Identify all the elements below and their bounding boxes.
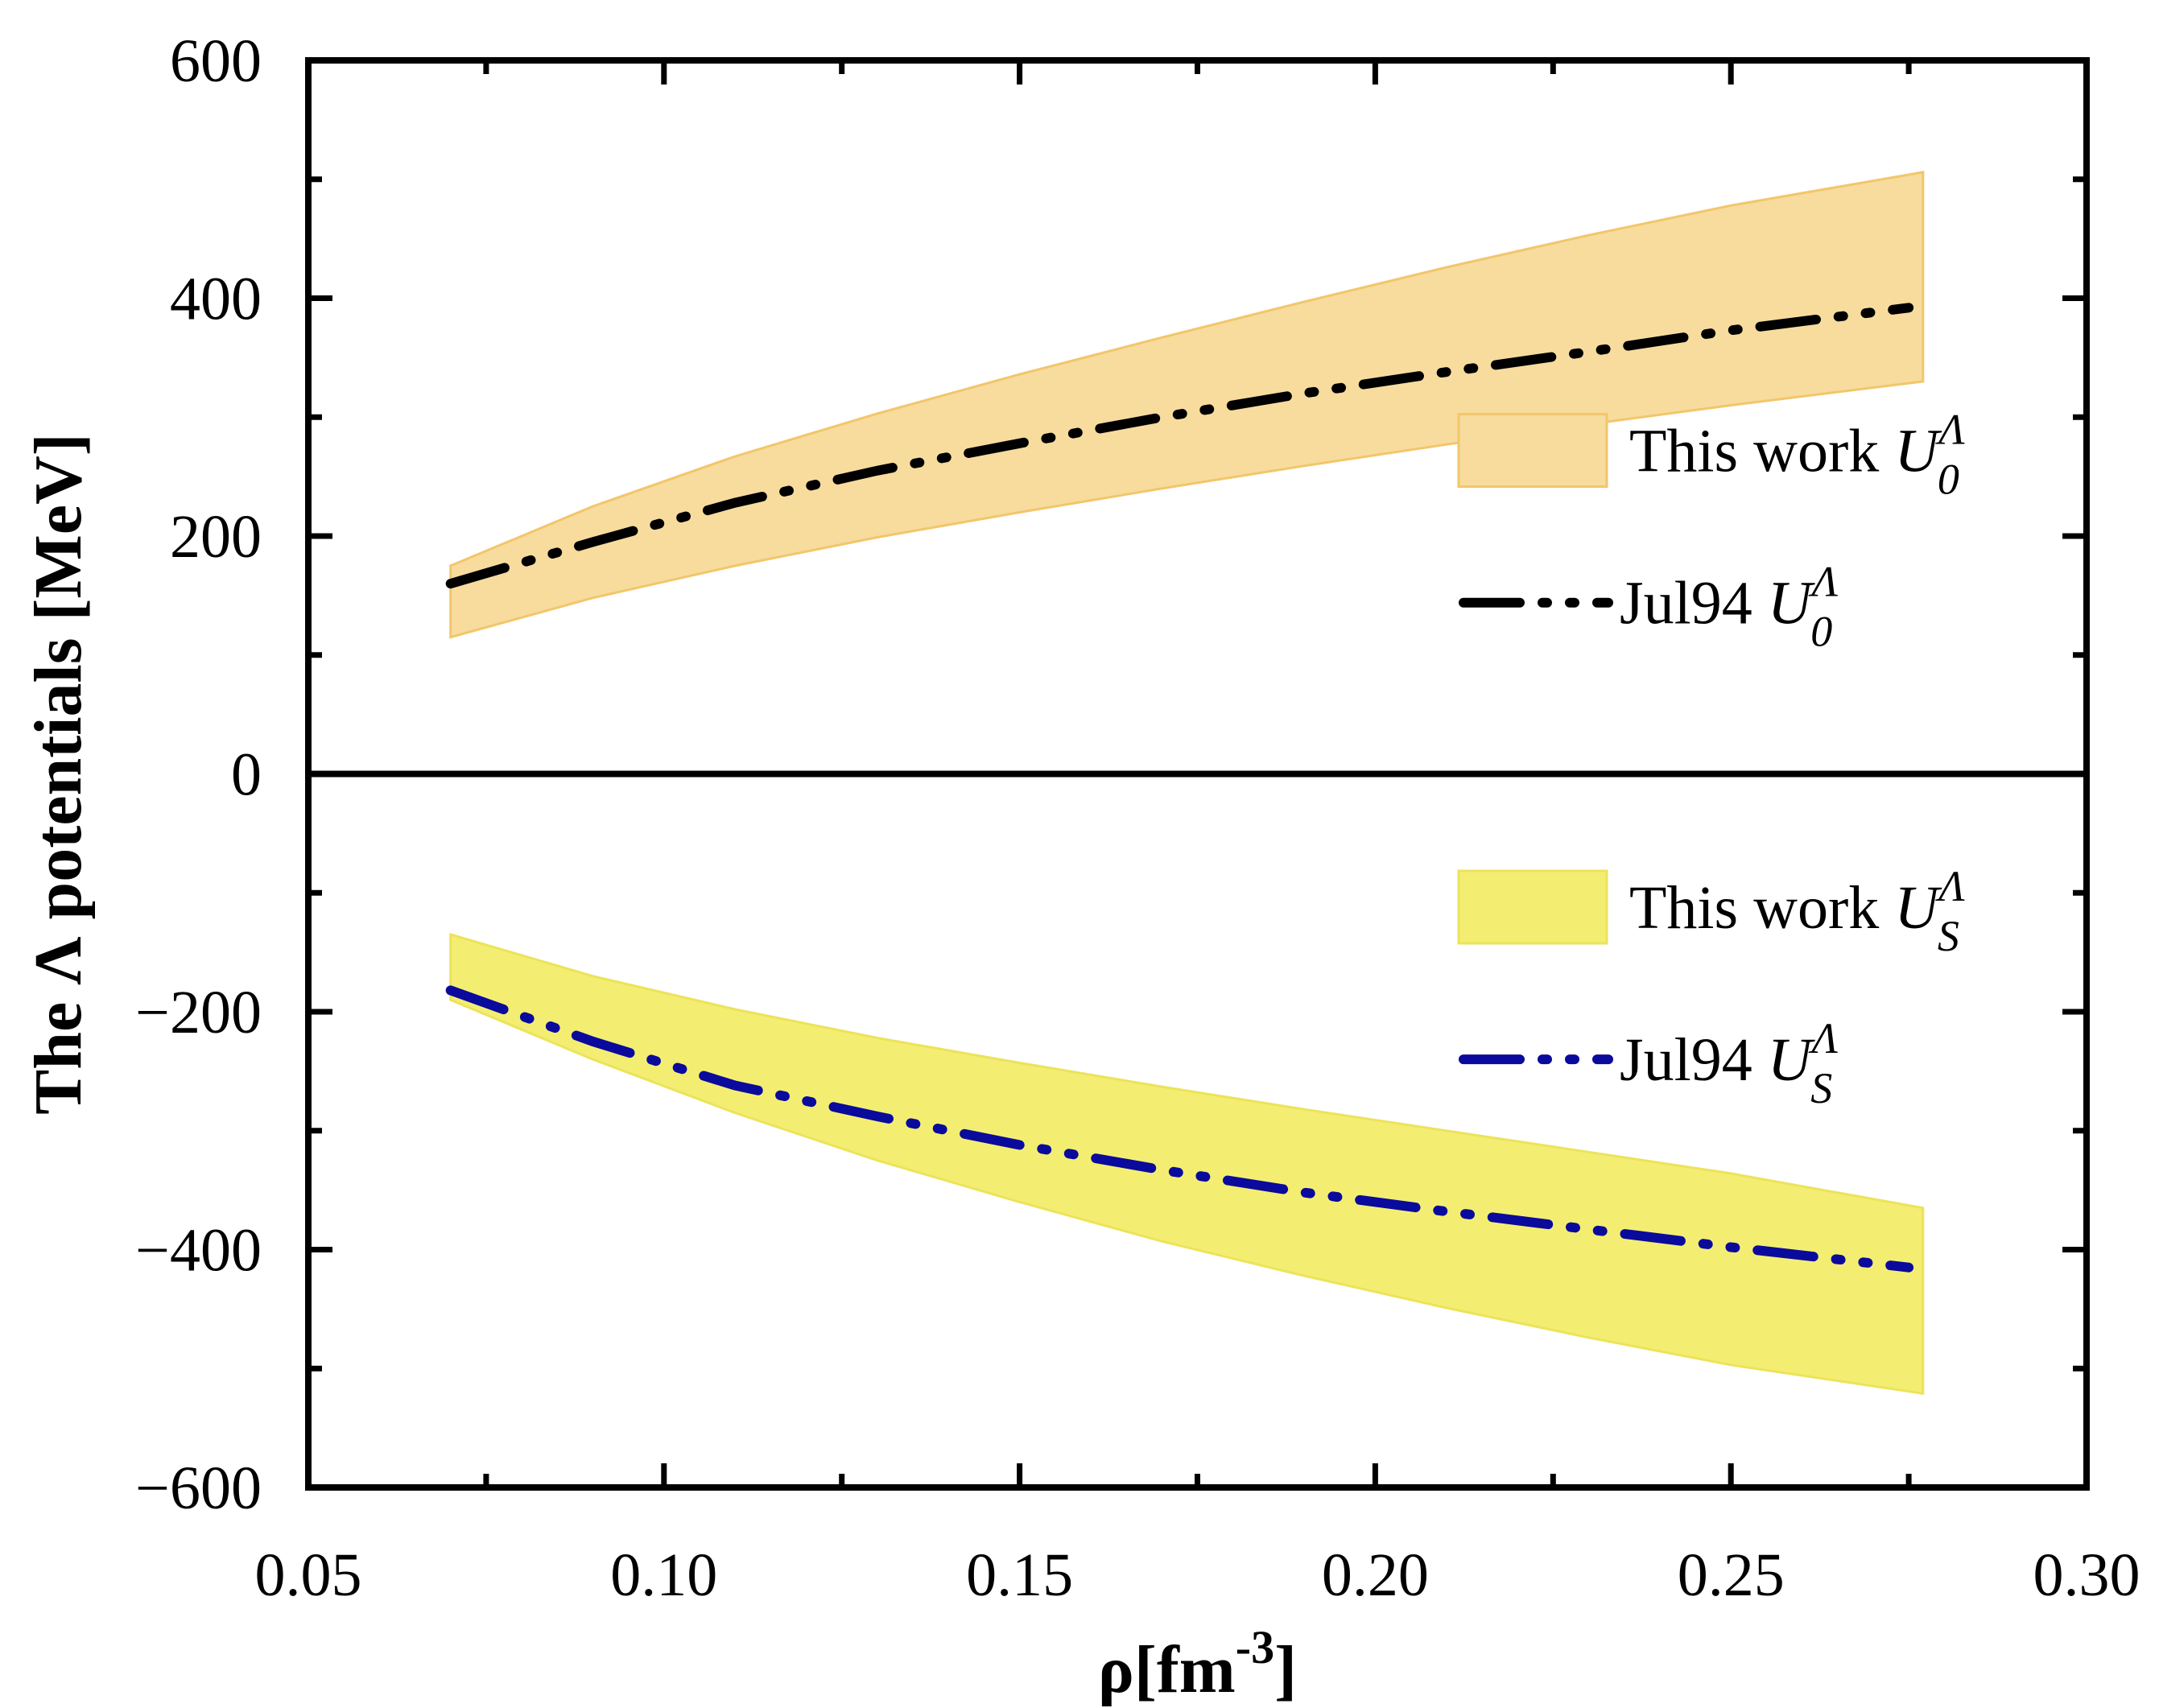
y-tick-label: −400	[135, 1217, 262, 1285]
axis-ticks	[305, 57, 2090, 1491]
legend-label: Jul94 UΛ 0	[1620, 558, 1839, 656]
y-tick-labels: −600 −400 −200 0 200 400 600	[135, 27, 262, 1522]
x-axis-title: ρ[fm-3]	[1098, 1621, 1297, 1707]
y-tick-label: 400	[170, 266, 262, 333]
x-tick-labels: 0.05 0.10 0.15 0.20 0.25 0.30	[255, 1541, 2140, 1609]
legend-label: Jul94 UΛ S	[1620, 1014, 1839, 1112]
x-tick-label: 0.20	[1322, 1541, 1429, 1609]
y-tick-label: 0	[231, 741, 262, 809]
legend-swatch-band	[1457, 869, 1608, 945]
plot-lines	[445, 303, 1914, 1273]
y-tick-label: 200	[170, 503, 262, 571]
line-jul94-u0	[445, 303, 1914, 589]
x-tick-label: 0.10	[610, 1541, 717, 1609]
legend-label: This work UΛ 0	[1629, 406, 1965, 504]
x-axis-title-exponent: -3	[1236, 1621, 1274, 1673]
band-this-work-us	[449, 932, 1925, 1396]
x-tick-label: 0.15	[966, 1541, 1073, 1609]
legend-swatch-band	[1457, 413, 1608, 489]
x-tick-label: 0.05	[255, 1541, 362, 1609]
x-tick-label: 0.25	[1678, 1541, 1785, 1609]
y-tick-label: −200	[135, 979, 262, 1046]
y-axis-title: The Λ potentials [MeV]	[21, 433, 96, 1114]
x-axis-title-main: ρ[fm	[1098, 1632, 1236, 1707]
x-axis-title-close: ]	[1274, 1632, 1297, 1707]
x-tick-label: 0.30	[2033, 1541, 2140, 1609]
legend-label: This work UΛ S	[1629, 862, 1965, 960]
line-jul94-us	[445, 985, 1914, 1273]
y-tick-label: 600	[170, 27, 262, 95]
legend: This work UΛ 0 Jul94 UΛ 0 This work UΛ S Jul94…	[1457, 406, 1965, 1112]
y-tick-label: −600	[135, 1454, 262, 1522]
plot-bands	[449, 171, 1925, 1396]
band-this-work-u0	[449, 171, 1925, 639]
